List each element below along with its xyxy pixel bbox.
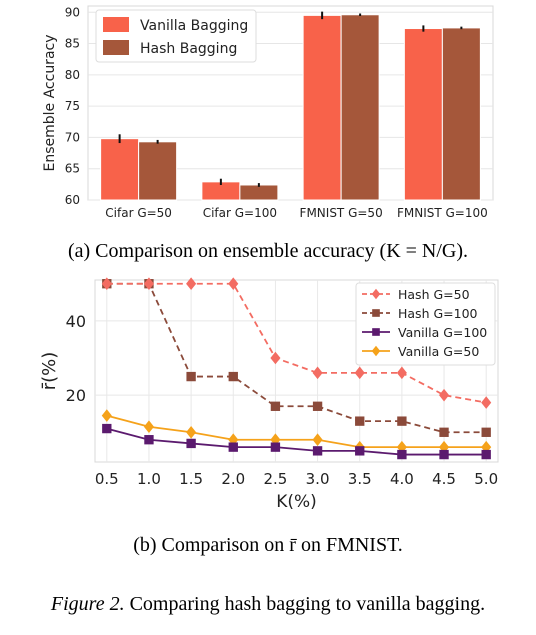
chart-b-point (101, 409, 112, 422)
chart-a-bar (100, 138, 140, 201)
chart-a-legend-label: Hash Bagging (140, 41, 237, 57)
chart-b-point (439, 449, 449, 460)
chart-b-point (270, 351, 281, 365)
chart-a-ytick-label: 75 (65, 99, 80, 113)
chart-b-legend-label: Hash G=100 (398, 306, 478, 321)
chart-b-point (144, 435, 154, 445)
chart-b-xtick-label: 4.0 (390, 470, 414, 488)
chart-b-point (354, 366, 365, 380)
chart-b-point (186, 438, 196, 449)
chart-b-legend-label: Vanilla G=100 (398, 325, 487, 340)
chart-b-legend: Hash G=50 Hash G=100 Vanilla G=100 Vanilla … (355, 282, 496, 366)
chart-b-ylabel: r̄(%) (39, 352, 60, 391)
chart-b-point (481, 427, 491, 437)
chart-b-point (143, 420, 154, 434)
chart-b-xtick-label: 1.0 (137, 470, 161, 488)
chart-b-point (439, 388, 450, 402)
chart-b-point (143, 277, 154, 291)
chart-b: 0.5 1.0 1.5 2.0 2.5 3.0 3.5 4.0 4.5 5.0 20 40 K(%) r̄… (39, 277, 499, 512)
chart-b-point (228, 371, 238, 382)
chart-a-bar (239, 184, 279, 201)
chart-b-point (270, 401, 281, 411)
chart-a-ytick-label: 85 (65, 37, 80, 51)
chart-b-series-line (106, 282, 487, 404)
chart-b-xtick-label: 1.5 (179, 470, 203, 488)
chart-b-point (397, 416, 407, 426)
chart-a-legend-label: Vanilla Bagging (140, 18, 248, 34)
chart-b-point (397, 449, 407, 460)
chart-a-caption: (a) Comparison on ensemble accuracy (K =… (67, 240, 469, 262)
chart-b-xtick-label: 0.5 (95, 470, 119, 488)
chart-b-xlabel: K(%) (276, 492, 317, 512)
chart-b-point (312, 366, 323, 380)
chart-b-xtick-label: 2.5 (263, 470, 287, 488)
chart-b-point (186, 371, 196, 382)
chart-a-legend-swatch (103, 40, 129, 55)
chart-a-ytick-label: 60 (65, 193, 80, 207)
chart-a-ytick-label: 65 (65, 162, 80, 176)
chart-b-point (101, 277, 112, 291)
figure-caption-lead: Figure 2. (50, 593, 125, 615)
chart-b-point (481, 396, 492, 409)
chart-b-point (312, 446, 323, 456)
chart-b-point (228, 277, 239, 291)
chart-b-point (312, 401, 323, 411)
chart-a-legend-swatch (103, 17, 129, 32)
chart-a-ytick-label: 90 (65, 5, 80, 19)
chart-b-point (312, 433, 323, 447)
chart-a-ytick-label: 70 (65, 130, 80, 144)
chart-b-point (371, 288, 381, 300)
chart-b-legend-label: Vanilla G=50 (398, 344, 479, 359)
chart-a-xtick-label: FMNIST G=50 (300, 206, 383, 220)
chart-b-point (355, 446, 365, 456)
chart-a: 60 65 70 75 80 85 90 Cifar G=50 Cifar G=100 FMNIS… (42, 5, 494, 220)
figure-caption: Figure 2. Comparing hash bagging to vani… (0, 593, 536, 616)
chart-a-bar (340, 14, 380, 201)
chart-b-xtick-label: 3.5 (348, 470, 372, 488)
chart-b-point (439, 427, 449, 437)
chart-b-point (228, 442, 238, 452)
chart-b-xtick-label: 4.5 (432, 470, 456, 488)
chart-a-xtick-label: Cifar G=100 (203, 206, 277, 220)
chart-b-point (396, 366, 407, 380)
chart-b-point (270, 442, 281, 452)
chart-a-bar (441, 27, 481, 201)
chart-a-bar (403, 28, 443, 201)
chart-a-ylabel: Ensemble Accuracy (42, 34, 58, 171)
chart-b-xtick-label: 3.0 (306, 470, 330, 488)
chart-a-legend-box (95, 9, 257, 63)
chart-b-ytick-label: 40 (66, 312, 86, 331)
chart-a-ytick-label: 80 (65, 68, 80, 82)
chart-b-point (372, 309, 380, 317)
chart-b-point (371, 345, 381, 357)
chart-a-xtick-label: FMNIST G=100 (397, 206, 488, 220)
chart-b-ytick-label: 20 (66, 386, 86, 405)
chart-a-bar (302, 14, 342, 201)
chart-b-legend-box (355, 282, 496, 366)
chart-b-series-line (106, 414, 487, 449)
chart-b-point (186, 425, 197, 439)
figure-caption-text: Comparing hash bagging to vanilla baggin… (124, 593, 486, 615)
chart-b-xtick-label: 5.0 (474, 470, 498, 488)
chart-a-xtick-label: Cifar G=50 (105, 206, 172, 220)
chart-b-xtick-label: 2.0 (221, 470, 245, 488)
chart-b-point (481, 449, 491, 460)
chart-b-series-line (106, 282, 487, 434)
chart-a-bar (138, 141, 178, 201)
chart-b-point (186, 277, 197, 291)
chart-a-legend: Vanilla Bagging Hash Bagging (95, 9, 257, 63)
chart-b-series-line (106, 427, 487, 456)
chart-b-point (102, 423, 112, 434)
chart-b-legend-label: Hash G=50 (398, 287, 470, 302)
chart-b-point (355, 416, 365, 426)
chart-b-point (372, 328, 380, 336)
chart-b-caption: (b) Comparison on r̄ on FMNIST. (133, 534, 403, 556)
